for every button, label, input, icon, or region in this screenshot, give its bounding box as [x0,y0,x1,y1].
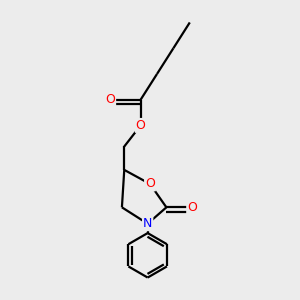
Text: O: O [105,93,115,106]
Text: O: O [187,201,197,214]
Text: O: O [145,177,155,190]
Text: O: O [136,119,146,132]
Text: N: N [143,217,152,230]
